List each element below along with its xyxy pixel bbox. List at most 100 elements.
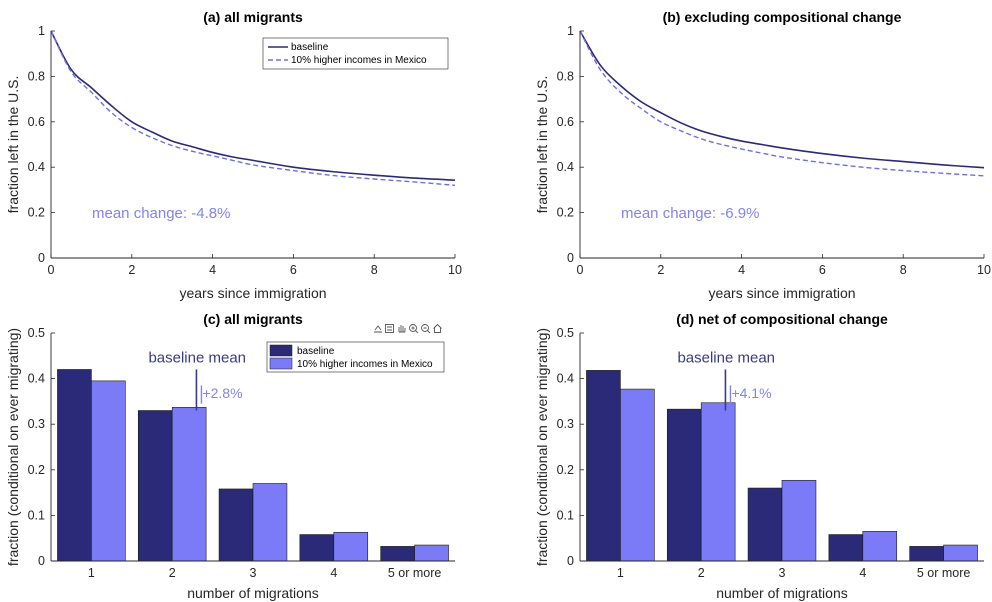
x-tick-label: 6 [819,263,826,277]
zoom-in-icon-circle [409,324,417,332]
scenario-bar [781,479,817,562]
baseline-bar [586,370,621,562]
legend: baseline 10% higher incomes in Mexico [262,37,449,70]
legend-swatch-baseline [269,344,293,357]
x-axis-label: number of migrations [716,585,848,601]
mean-change-annotation: mean change: -6.9% [621,205,759,222]
panel-d: (d) net of compositional change 0 0.1 0.2 0.… [534,311,984,601]
scenario-bar [414,544,449,562]
y-tick-label: 0 [38,251,45,265]
scenario-bar [91,380,126,562]
baseline-bar [828,534,864,562]
y-tick-label: 0.2 [28,463,45,477]
x-tick-label: 3 [779,566,786,580]
y-tick-label: 0.3 [28,417,45,431]
zoom-in-icon-plus [411,326,419,334]
baseline-bar [218,488,254,562]
x-tick-label: 0 [48,263,55,277]
zoom-in-icon[interactable] [409,324,419,334]
x-tick-label: 8 [371,263,378,277]
legend-box [266,341,445,373]
panel-a: (a) all migrants 0 0.2 0.4 0.6 0.8 1 fraction l… [5,9,462,301]
legend-label-baseline: baseline [291,42,329,53]
chart-title: (d) net of compositional change [676,311,888,327]
y-tick-label: 0.3 [557,417,574,431]
chart-title: (a) all migrants [203,9,303,25]
baseline-bar [747,487,783,562]
scenario-bar [252,483,288,562]
axes-toolbar[interactable] [374,323,442,334]
y-tick-label: 0.5 [28,326,45,340]
baseline-series-line [50,30,456,181]
y-tick-label: 0.2 [557,206,574,220]
x-tick-label: 4 [209,263,216,277]
legend-label-scenario: 10% higher incomes in Mexico [297,359,433,370]
y-tick-label: 0.2 [557,463,574,477]
legend-box [262,37,449,70]
y-tick-label: 0.4 [557,160,574,174]
change-label: +2.8% [202,385,242,401]
y-tick-label: 0.8 [28,69,45,83]
y-tick-label: 0.4 [28,372,45,386]
scenario-bar [333,531,369,562]
x-axis-label: years since immigration [708,285,855,301]
y-axis-label: fraction (conditional on ever migrating) [534,328,550,566]
change-label: +4.1% [731,385,771,401]
baseline-series-line [579,30,985,169]
x-tick-label: 5 or more [917,566,971,580]
baseline-bar [299,534,335,562]
legend-label-scenario: 10% higher incomes in Mexico [291,55,427,66]
scenario-bar [171,407,207,562]
legend-label-baseline: baseline [297,346,335,357]
data-tips-icon-lines [387,326,392,331]
chart-title: (b) excluding compositional change [663,9,902,25]
panel-c: (c) all migrants 0 0.1 0.2 0.3 0.4 0.5 fraction… [5,311,455,601]
scenario-bar [943,544,978,562]
baseline-bar [137,410,173,562]
export-icon[interactable] [374,325,382,333]
y-tick-label: 0.5 [557,326,574,340]
baseline-mean-label: baseline mean [148,349,246,366]
legend-swatch-scenario [269,357,293,370]
y-tick-label: 0 [567,554,574,568]
x-tick-label: 8 [900,263,907,277]
baseline-mean-label: baseline mean [677,349,775,366]
y-tick-label: 0.6 [557,115,574,129]
baseline-bar [909,546,944,562]
y-tick-label: 0.2 [28,206,45,220]
legend: baseline 10% higher incomes in Mexico [266,341,445,373]
x-tick-label: 1 [617,566,624,580]
x-tick-label: 2 [657,263,664,277]
y-tick-label: 0.8 [557,69,574,83]
baseline-bar [57,369,92,562]
y-tick-label: 0 [567,251,574,265]
panel-b: (b) excluding compositional change 0 0.2 0.… [534,9,991,301]
x-tick-label: 5 or more [388,566,442,580]
home-icon-shape [433,323,442,333]
pan-icon[interactable] [398,325,406,333]
x-tick-label: 0 [577,263,584,277]
x-tick-label: 3 [250,566,257,580]
data-tips-icon[interactable] [385,324,394,333]
x-tick-label: 10 [977,263,991,277]
x-tick-label: 4 [859,566,866,580]
y-tick-label: 1 [567,24,574,38]
export-icon-shape [374,325,382,333]
y-tick-label: 0.1 [557,508,574,522]
baseline-bar [666,408,702,562]
x-tick-label: 2 [169,566,176,580]
x-tick-label: 4 [330,566,337,580]
zoom-out-icon-minus [423,327,431,334]
mean-change-annotation: mean change: -4.8% [92,205,230,222]
x-tick-label: 4 [738,263,745,277]
home-icon[interactable] [433,323,442,333]
zoom-out-icon[interactable] [421,324,431,334]
y-tick-label: 0.4 [28,160,45,174]
y-tick-label: 0.1 [28,508,45,522]
pan-icon-shape [398,325,406,333]
y-tick-label: 0.4 [557,372,574,386]
chart-title: (c) all migrants [203,311,303,327]
baseline-bar [380,546,415,562]
y-tick-label: 1 [38,24,45,38]
